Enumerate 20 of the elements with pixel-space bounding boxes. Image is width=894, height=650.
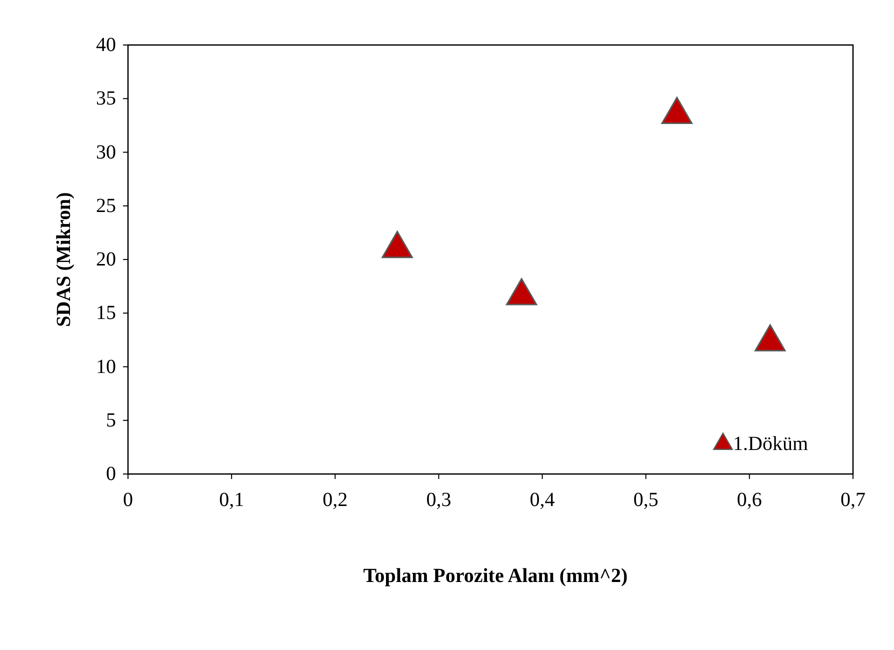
y-tick-label: 20 — [96, 248, 116, 270]
y-tick-label: 15 — [96, 302, 116, 324]
x-tick-label: 0,7 — [840, 489, 866, 511]
y-axis-title: SDAS (Mikron) — [53, 192, 75, 327]
y-tick-label: 40 — [96, 34, 116, 56]
y-tick-label: 10 — [96, 356, 116, 378]
x-tick-label: 0,2 — [322, 489, 348, 511]
y-tick-label: 5 — [106, 409, 116, 432]
x-tick-label: 0,5 — [633, 489, 658, 511]
x-tick-label: 0,4 — [530, 489, 555, 511]
y-tick-label: 30 — [96, 141, 116, 164]
y-tick-label: 35 — [96, 88, 116, 110]
legend-label: 1.Döküm — [733, 433, 808, 455]
y-tick-label: 25 — [96, 194, 116, 217]
x-tick-label: 0 — [123, 489, 133, 511]
x-axis-title: Toplam Porozite Alanı (mm^2) — [363, 565, 628, 587]
x-tick-label: 0,6 — [736, 489, 762, 511]
x-tick-label: 0,1 — [219, 489, 244, 511]
x-tick-label: 0,3 — [426, 489, 452, 511]
y-tick-label: 0 — [106, 463, 116, 485]
